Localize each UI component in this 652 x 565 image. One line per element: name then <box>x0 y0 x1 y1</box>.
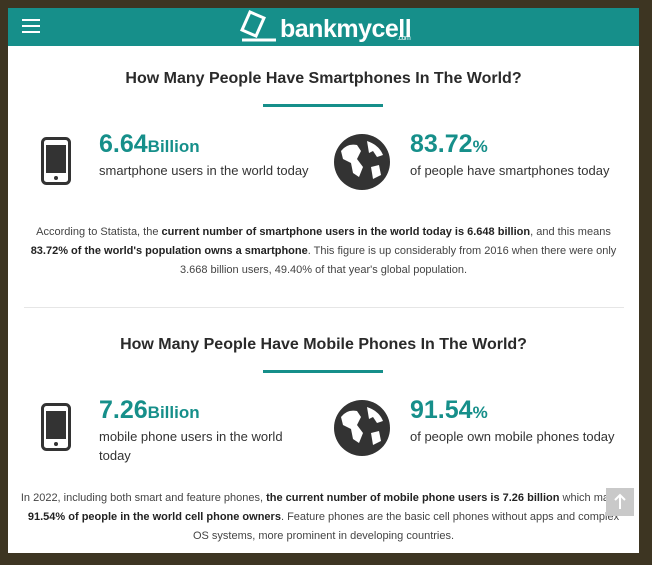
bold-text: current number of smartphone users in th… <box>161 226 531 238</box>
globe-icon <box>334 400 390 456</box>
title-underline <box>263 104 383 107</box>
phone-icon <box>41 137 71 185</box>
logo-text: bankmycell <box>280 15 412 43</box>
stat-text: mobile phone users in the world today <box>99 429 283 463</box>
stat: 91.54% of people own mobile phones today <box>410 396 620 446</box>
stat-value: 91.54% <box>410 396 620 425</box>
phone <box>41 137 71 190</box>
content-panel: bankmycell .com How Many People Have Sma… <box>8 8 639 553</box>
section: How Many People Have Smartphones In The … <box>8 8 639 276</box>
stat-value: 7.26Billion <box>99 396 309 425</box>
paragraph: According to Statista, the current numbe… <box>20 223 627 280</box>
stat-text: of people own mobile phones today <box>410 429 615 444</box>
stat: 7.26Billion mobile phone users in the wor… <box>99 396 309 465</box>
logo-suffix: .com <box>397 35 411 42</box>
logo[interactable]: bankmycell .com <box>240 10 412 44</box>
bold-text: 83.72% of the world's population owns a … <box>30 245 308 257</box>
header: bankmycell .com <box>8 8 639 46</box>
phone-icon <box>41 403 71 451</box>
stat-number: 6.64 <box>99 130 148 158</box>
section-title: How Many People Have Mobile Phones In Th… <box>120 336 527 353</box>
text: , and this means <box>530 226 611 238</box>
stat-number: 91.54 <box>410 396 473 424</box>
section: How Many People Have Mobile Phones In Th… <box>8 274 639 542</box>
text: In 2022, including both smart and featur… <box>20 492 267 504</box>
stat-unit: Billion <box>147 137 200 156</box>
stat: 6.64Billion smartphone users in the world… <box>99 130 309 180</box>
stat-number: 7.26 <box>99 396 148 424</box>
divider <box>24 307 624 308</box>
stat-number: 83.72 <box>410 130 473 158</box>
bold-text: 91.54% of people in the world cell phone… <box>27 511 281 523</box>
globe <box>333 133 391 196</box>
globe <box>333 399 391 462</box>
phone <box>41 403 71 456</box>
arrow-up <box>614 493 626 509</box>
text: . Feature phones are the basic cell phon… <box>192 511 620 542</box>
stat-value: 6.64Billion <box>99 130 309 159</box>
stat-value: 83.72% <box>410 130 620 159</box>
text: . This figure is up considerably from 20… <box>179 245 617 276</box>
stat-unit: % <box>472 137 488 156</box>
section-title: How Many People Have Smartphones In The … <box>125 70 522 87</box>
bold-text: the current number of mobile phone users… <box>266 492 560 504</box>
title-underline <box>263 370 383 373</box>
menu-button[interactable] <box>22 19 40 33</box>
logo-icon <box>240 10 276 42</box>
stat-unit: % <box>472 403 488 422</box>
stat-text: smartphone users in the world today <box>99 163 309 178</box>
stat-text: of people have smartphones today <box>410 163 610 178</box>
stat: 83.72% of people have smartphones today <box>410 130 620 180</box>
text: According to Statista, the <box>36 226 162 238</box>
paragraph: In 2022, including both smart and featur… <box>20 489 627 546</box>
stat-unit: Billion <box>147 403 200 422</box>
globe-icon <box>334 134 390 190</box>
scroll-to-top[interactable] <box>606 488 634 516</box>
